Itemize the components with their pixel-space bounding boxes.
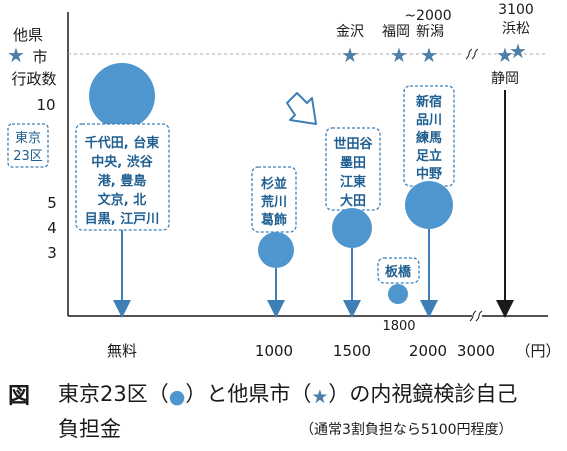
caption-circle-icon: ●: [168, 386, 186, 408]
y-tick-4: 4: [47, 219, 57, 237]
ward-1800-line1: 板橋: [385, 264, 412, 280]
ward-box-1800: [377, 257, 420, 284]
label-tilde-2000: ~2000: [404, 8, 451, 24]
ward-2000-line1: 新宿: [416, 94, 442, 110]
ward-free-line4: 文京, 北: [98, 192, 146, 208]
y-tick-5: 5: [47, 194, 57, 212]
label-3100: 3100: [498, 2, 534, 18]
ward-free-line2: 中央, 渋谷: [91, 154, 153, 170]
ward-2000-line3: 練馬: [416, 130, 442, 146]
city-shizuoka: 静岡: [491, 71, 519, 87]
ward-2000-line2: 品川: [416, 113, 442, 128]
ward-1000-line2: 荒川: [260, 194, 287, 210]
ward-1500-line1: 世田谷: [333, 136, 373, 152]
star-kanazawa-icon: ★: [341, 43, 359, 67]
ylabel-tokyo-box: [7, 123, 49, 168]
caption-line2: 負担金: [58, 417, 121, 441]
star-niigata-icon: ★: [420, 43, 438, 67]
x-label-1800: 1800: [382, 319, 415, 334]
caption-star-icon: ★: [311, 386, 329, 408]
caption-text-a: 東京23区（: [58, 382, 169, 406]
x-tick-1500: 1500: [333, 342, 371, 360]
ward-1000-line3: 葛飾: [260, 212, 287, 228]
ylabel-tokyo-line1: 東京: [15, 130, 41, 146]
star-shizuoka-icon: ★: [496, 43, 514, 67]
city-kanazawa: 金沢: [336, 24, 364, 40]
y-tick-10: 10: [36, 96, 55, 114]
ylabel-other-line3: 行政数: [11, 70, 56, 88]
ward-box-free: [75, 123, 170, 231]
city-niigata: 新潟: [416, 24, 444, 40]
circle-1500: [332, 208, 372, 248]
pointer-arrow: [286, 92, 317, 125]
caption-note: （通常3割負担なら5100円程度）: [300, 422, 513, 438]
circle-free: [89, 63, 155, 129]
circle-2000: [405, 181, 453, 229]
city-fukuoka: 福岡: [382, 24, 410, 40]
ward-2000-line5: 中野: [416, 166, 442, 182]
x-tick-1000: 1000: [255, 342, 293, 360]
caption-text-c: ）の内視鏡検診自己: [328, 382, 518, 406]
ward-1000-line1: 杉並: [261, 176, 287, 192]
ward-box-1000: [251, 166, 297, 233]
ward-1500-line4: 大田: [340, 193, 366, 209]
ward-2000-line4: 足立: [416, 148, 442, 164]
ward-1500-line3: 江東: [340, 174, 366, 190]
city-hamamatsu: 浜松: [502, 21, 530, 37]
ylabel-star-icon: ★: [7, 43, 25, 67]
chart: 他県 市 行政数 ★ 東京 23区 10 5 4 3 無料 1000 1500 …: [7, 2, 560, 360]
axis-break-x: [469, 310, 483, 322]
x-tick-3000: 3000: [457, 342, 495, 360]
ylabel-tokyo-line2: 23区: [13, 149, 43, 164]
x-unit: （円）: [515, 342, 560, 360]
ward-free-line5: 目黒, 江戸川: [85, 211, 159, 227]
y-tick-3: 3: [47, 244, 57, 262]
caption-line1: 東京23区（●）と他県市（★）の内視鏡検診自己: [58, 378, 517, 408]
x-tick-free: 無料: [107, 342, 137, 360]
caption-figure-label: 図: [8, 384, 31, 409]
ward-free-line3: 港, 豊島: [98, 173, 146, 189]
star-hamamatsu-icon: ★: [509, 39, 527, 63]
star-fukuoka-icon: ★: [390, 43, 408, 67]
caption-text-b: ）と他県市（: [185, 382, 312, 406]
ward-box-2000: [403, 85, 455, 187]
ward-1500-line2: 墨田: [340, 156, 366, 171]
x-tick-2000: 2000: [409, 342, 447, 360]
ylabel-other-line1: 他県: [13, 26, 43, 44]
ward-free-line1: 千代田, 台東: [85, 135, 159, 151]
circle-1800: [388, 284, 408, 304]
axis-break-top: [465, 48, 479, 60]
circle-1000: [258, 232, 294, 268]
ylabel-other-line2: 市: [32, 48, 47, 66]
